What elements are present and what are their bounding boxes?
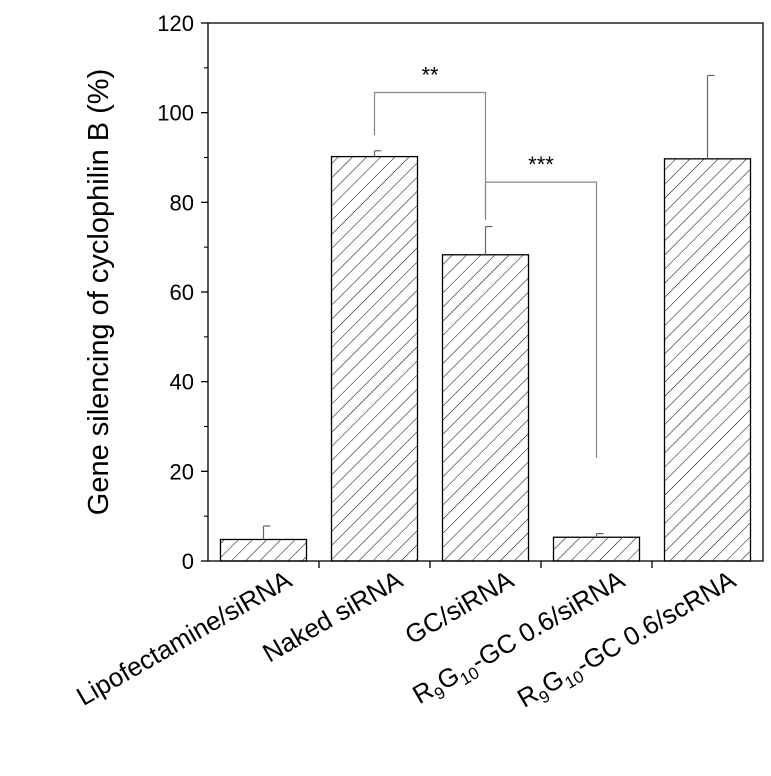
bar <box>552 536 641 562</box>
y-tick-label: 60 <box>170 280 194 305</box>
significance-bracket <box>373 91 487 221</box>
y-tick-label: 120 <box>157 11 194 36</box>
bar <box>330 155 419 562</box>
y-tick-label: 40 <box>170 370 194 395</box>
bar <box>219 538 308 562</box>
significance-label: *** <box>528 152 554 177</box>
y-tick-label: 20 <box>170 459 194 484</box>
y-tick-label: 0 <box>182 549 194 574</box>
bar <box>663 158 752 562</box>
bar <box>441 254 530 562</box>
y-tick-label: 100 <box>157 101 194 126</box>
significance-label: ** <box>421 62 439 87</box>
y-axis-title: Gene silencing of cyclophilin B (%) <box>83 69 115 515</box>
significance-bracket <box>484 181 598 458</box>
y-tick-label: 80 <box>170 190 194 215</box>
